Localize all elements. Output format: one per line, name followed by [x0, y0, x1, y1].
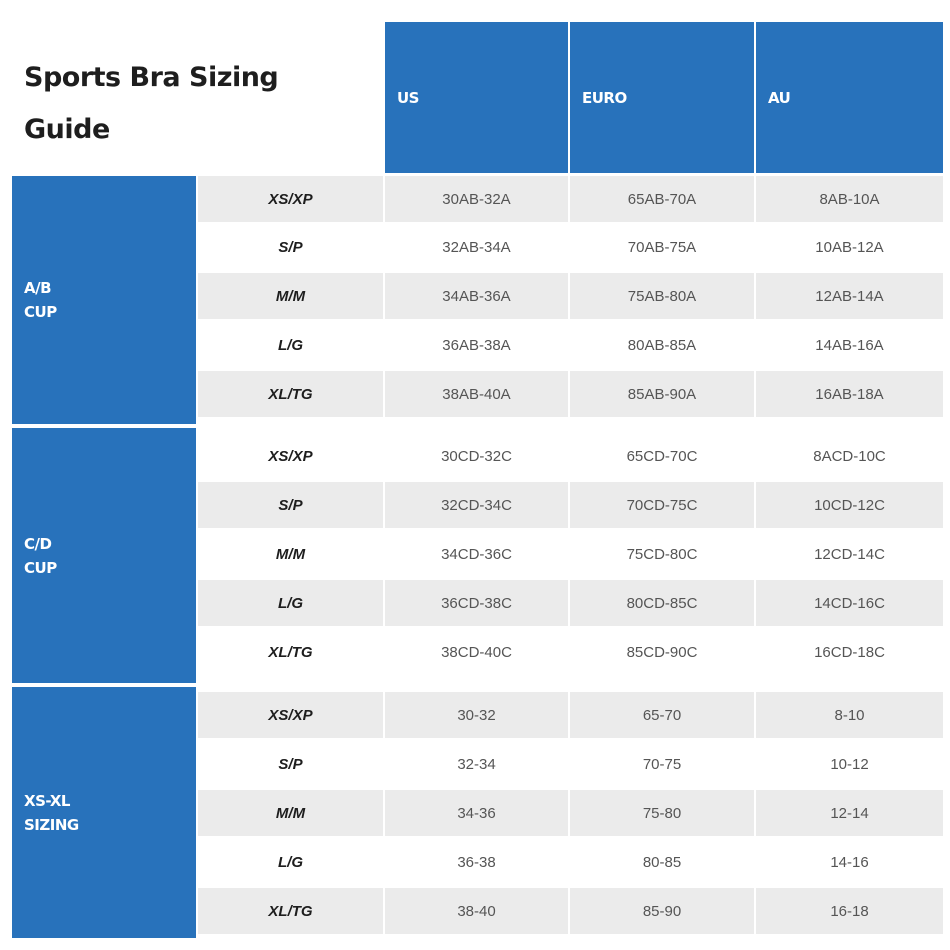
size-label: XL/TG [268, 643, 313, 661]
size-label: M/M [198, 273, 383, 319]
table-cell-au: 16CD-18C [814, 643, 885, 661]
table-cell-euro: 85CD-90C [626, 643, 698, 661]
table-cell-us: 38-40 [385, 888, 568, 934]
table-cell-euro: 80CD-85C [570, 580, 754, 626]
table-cell-au: 8AB-10A [756, 176, 943, 222]
table-cell-us: 34CD-36C [441, 545, 512, 563]
table-cell-euro: 65AB-70A [570, 176, 754, 222]
table-cell-au: 16AB-18A [756, 371, 943, 417]
group-label-line: CUP [24, 303, 57, 321]
size-label: XS/XP [268, 447, 313, 465]
size-label: M/M [198, 790, 383, 836]
table-cell-us: 32CD-34C [385, 482, 568, 528]
table-cell-us: 36AB-38A [442, 336, 511, 354]
size-label: S/P [198, 482, 383, 528]
table-cell-au: 10AB-12A [815, 238, 884, 256]
size-label: S/P [278, 755, 303, 773]
table-cell-euro: 80AB-85A [627, 336, 697, 354]
table-cell-us: 30AB-32A [385, 176, 568, 222]
table-cell-euro: 75CD-80C [626, 545, 698, 563]
table-cell-us: 38AB-40A [385, 371, 568, 417]
table-cell-au: 10CD-12C [756, 482, 943, 528]
group-label-line: C/D [24, 534, 52, 553]
table-cell-au: 10-12 [830, 755, 869, 773]
table-cell-us: 30-32 [385, 692, 568, 738]
size-label: XS/XP [198, 692, 383, 738]
table-cell-euro: 75AB-80A [570, 273, 754, 319]
table-cell-us: 34AB-36A [385, 273, 568, 319]
size-label: L/G [278, 853, 303, 871]
table-cell-euro: 85AB-90A [570, 371, 754, 417]
table-cell-us: 36CD-38C [385, 580, 568, 626]
table-cell-au: 8ACD-10C [813, 447, 886, 465]
column-header-au: AU [756, 22, 943, 173]
table-cell-euro: 65-70 [570, 692, 754, 738]
table-cell-us: 30CD-32C [441, 447, 512, 465]
table-cell-au: 14AB-16A [815, 336, 884, 354]
group-label: C/D CUP [12, 428, 196, 683]
table-cell-us: 36-38 [457, 853, 496, 871]
column-header-euro: EURO [570, 22, 754, 173]
table-cell-euro: 70AB-75A [627, 238, 697, 256]
table-cell-euro: 70-75 [642, 755, 682, 773]
group-label-line: SIZING [24, 815, 79, 834]
group-label-line: CUP [24, 558, 57, 577]
table-cell-euro: 70CD-75C [570, 482, 754, 528]
size-label: XL/TG [198, 371, 383, 417]
table-cell-au: 12AB-14A [756, 273, 943, 319]
group-label: XS-XL SIZING [12, 687, 196, 938]
size-label: M/M [275, 545, 306, 563]
table-cell-euro: 80-85 [642, 853, 682, 871]
size-label: XL/TG [198, 888, 383, 934]
table-cell-us: 34-36 [385, 790, 568, 836]
size-label: XS/XP [198, 176, 383, 222]
group-label: A/B CUP [12, 176, 196, 424]
size-label: L/G [278, 336, 303, 354]
page-title: Sports Bra Sizing Guide [24, 62, 279, 145]
group-label-line: XS-XL [24, 791, 70, 810]
table-cell-us: 32-34 [457, 755, 496, 773]
table-cell-euro: 75-80 [570, 790, 754, 836]
column-header-us: US [385, 22, 568, 173]
size-label: L/G [198, 580, 383, 626]
table-cell-us: 32AB-34A [442, 238, 511, 256]
table-cell-au: 14CD-16C [756, 580, 943, 626]
table-cell-us: 38CD-40C [441, 643, 512, 661]
table-cell-au: 16-18 [756, 888, 943, 934]
table-cell-au: 8-10 [756, 692, 943, 738]
table-cell-euro: 85-90 [570, 888, 754, 934]
table-cell-au: 12CD-14C [814, 545, 885, 563]
table-cell-au: 12-14 [756, 790, 943, 836]
size-label: S/P [278, 238, 303, 256]
table-cell-euro: 65CD-70C [626, 447, 698, 465]
group-label-line: A/B [24, 279, 52, 297]
table-cell-au: 14-16 [830, 853, 869, 871]
